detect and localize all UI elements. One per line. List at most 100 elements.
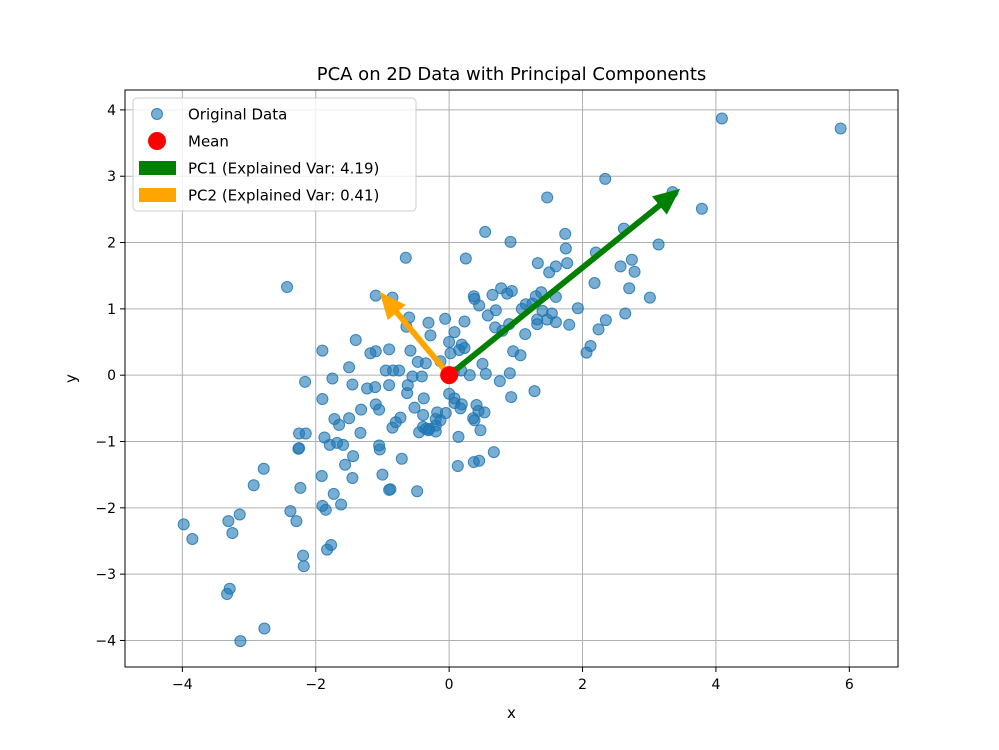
mean-point (440, 366, 459, 385)
data-point (339, 458, 352, 471)
data-point (226, 527, 239, 540)
legend-marker-data (151, 108, 163, 120)
data-point (614, 260, 627, 273)
data-point (386, 421, 399, 434)
y-tick-label: 0 (107, 368, 116, 384)
data-point (489, 304, 502, 317)
data-point (541, 313, 554, 326)
legend-box (132, 97, 417, 212)
plot-frame (124, 89, 899, 668)
data-point (468, 414, 481, 427)
data-point (439, 312, 452, 325)
data-point (222, 515, 235, 528)
data-point (299, 375, 312, 388)
data-point (473, 454, 486, 467)
data-point (580, 346, 593, 359)
data-point (531, 318, 544, 331)
data-point (373, 443, 386, 456)
data-point (834, 122, 847, 135)
data-point (419, 357, 432, 370)
data-point (643, 291, 656, 304)
y-tick-label: 3 (107, 169, 116, 185)
data-point (293, 442, 306, 455)
data-point (247, 479, 260, 492)
data-point (563, 318, 576, 331)
data-point (451, 460, 464, 473)
legend-patch-pc1 (139, 161, 176, 175)
data-point (504, 235, 517, 248)
data-point (347, 450, 360, 463)
data-point (541, 191, 554, 204)
data-point (715, 112, 728, 125)
legend-label: PC2 (Explained Var: 0.41) (188, 187, 379, 205)
mean-layer (440, 366, 459, 385)
y-tick-label: −3 (95, 567, 116, 583)
data-point (417, 392, 430, 405)
data-point (387, 364, 400, 377)
data-point (408, 401, 421, 414)
data-point (364, 347, 377, 360)
data-point (401, 387, 414, 400)
data-point (319, 503, 332, 516)
data-point (294, 481, 307, 494)
data-point (257, 462, 270, 475)
data-point (316, 344, 329, 357)
data-point (415, 370, 428, 383)
y-tick-label: −2 (95, 501, 116, 517)
data-point (448, 326, 461, 339)
data-point (373, 403, 386, 416)
data-point (297, 560, 310, 573)
data-point (531, 257, 544, 270)
data-point (463, 369, 476, 382)
data-point (333, 418, 346, 431)
data-point (505, 391, 518, 404)
data-point (474, 424, 487, 437)
data-point (443, 336, 456, 349)
legend-label: Original Data (188, 106, 287, 124)
data-point (479, 367, 492, 380)
data-point (411, 485, 424, 498)
x-tick-label: 6 (845, 677, 854, 693)
data-point (384, 483, 397, 496)
data-point (625, 253, 638, 266)
data-point (346, 471, 359, 484)
data-point (487, 446, 500, 459)
data-point (233, 508, 246, 521)
data-point (404, 344, 417, 357)
data-point (455, 398, 468, 411)
legend-label: PC1 (Explained Var: 4.19) (188, 160, 379, 178)
data-point (177, 518, 190, 531)
data-point (623, 282, 636, 295)
data-point (399, 251, 412, 264)
data-point (559, 227, 572, 240)
data-point (424, 329, 437, 342)
data-point (186, 532, 199, 545)
data-point (493, 375, 506, 388)
data-point (383, 343, 396, 356)
data-point (293, 427, 306, 440)
axis-ticks: −4 −2 0 2 4 6 −4 −3 −2 −1 0 1 2 3 4 (95, 103, 853, 693)
data-point (417, 408, 430, 421)
legend-marker-mean (148, 132, 166, 150)
data-point (258, 622, 271, 635)
data-point (599, 172, 612, 185)
x-tick-label: 4 (711, 677, 720, 693)
y-tick-label: −1 (95, 435, 116, 451)
data-point (559, 242, 572, 255)
data-point (422, 316, 435, 329)
x-tick-label: −4 (172, 677, 193, 693)
data-point (695, 202, 708, 215)
legend: Original Data Mean PC1 (Explained Var: 4.1… (132, 97, 417, 212)
data-point (369, 381, 382, 394)
data-point (444, 347, 457, 360)
data-point (458, 315, 471, 328)
data-point (476, 357, 489, 370)
data-point (376, 468, 389, 481)
data-point (346, 378, 359, 391)
data-point (284, 505, 297, 518)
y-tick-label: 2 (107, 236, 116, 252)
data-point (290, 515, 303, 528)
data-point (221, 588, 234, 601)
data-point (326, 372, 339, 385)
data-point (394, 411, 407, 424)
